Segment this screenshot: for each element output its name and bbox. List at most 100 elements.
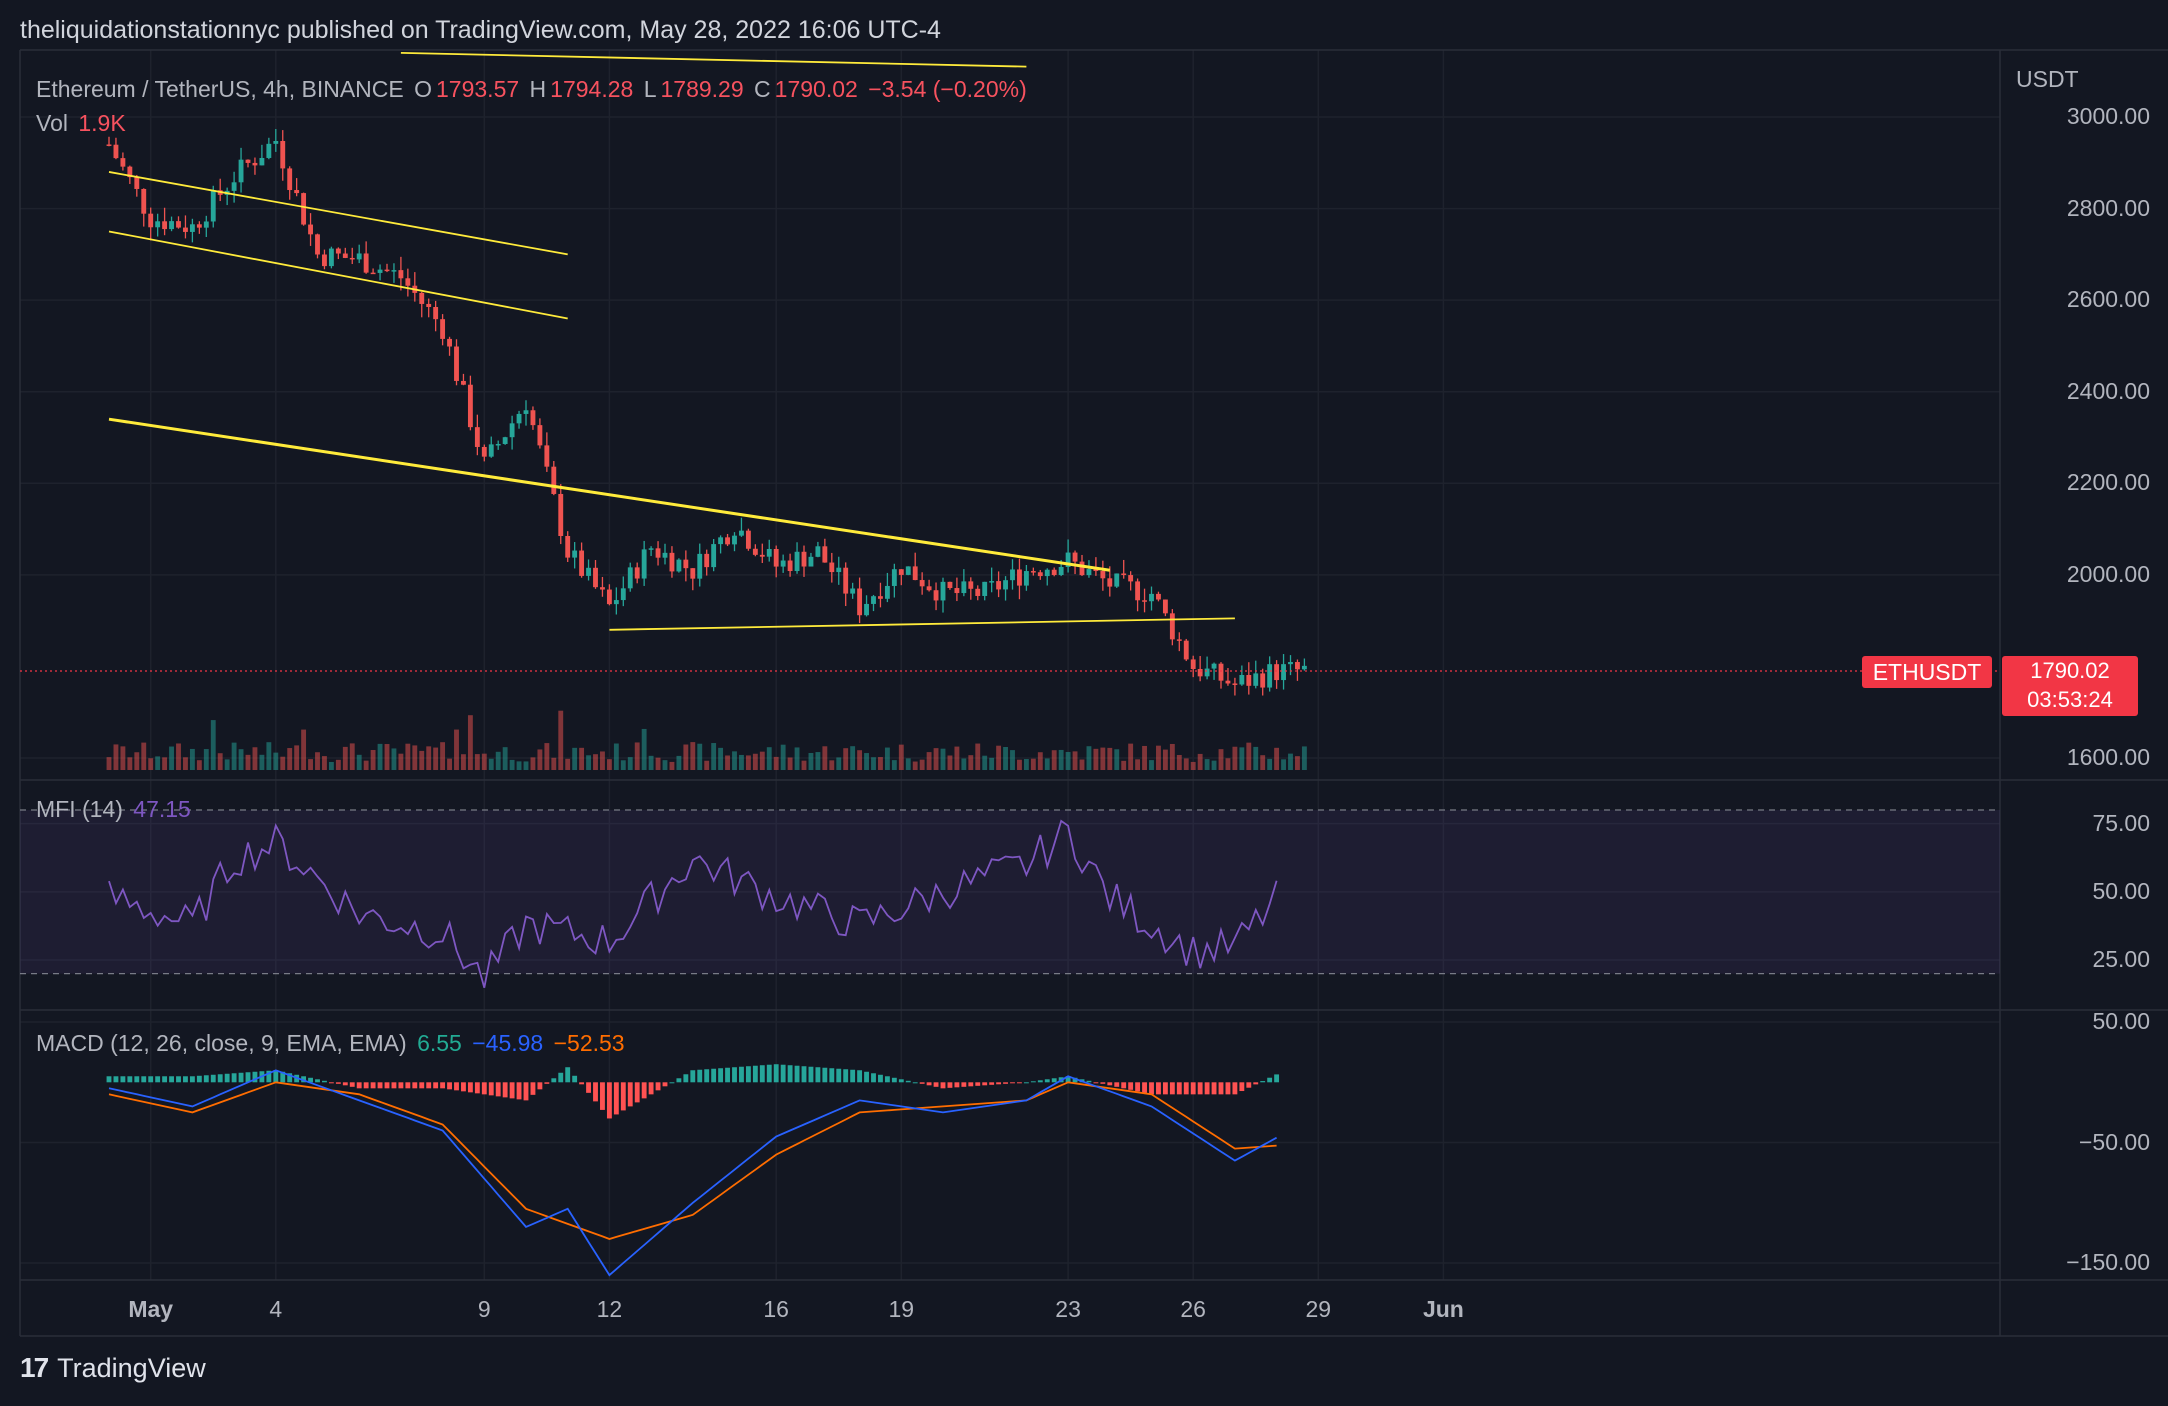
candle-body (433, 306, 439, 320)
candle-body (377, 269, 383, 273)
volume-bar (1128, 743, 1134, 770)
volume-bar (113, 744, 119, 770)
macd-hist-bar (600, 1082, 605, 1110)
candle-body (495, 443, 501, 446)
macd-hist-bar (864, 1071, 869, 1083)
volume-bar (162, 757, 168, 770)
symbol-name[interactable]: Ethereum / TetherUS, 4h, BINANCE (36, 76, 404, 102)
candle-body (210, 190, 216, 222)
macd-signal-value: −52.53 (553, 1030, 625, 1056)
macd-hist-bar (356, 1082, 362, 1089)
macd-hist-bar (1246, 1082, 1252, 1088)
volume-bar (294, 745, 300, 770)
macd-hist-bar (905, 1080, 911, 1083)
candle-body (287, 168, 293, 191)
volume-bar (1079, 759, 1085, 770)
volume-bar (412, 745, 418, 770)
candle-body (342, 253, 348, 258)
volume-bar (231, 742, 237, 770)
candle-body (1239, 674, 1245, 685)
volume-bar (509, 759, 515, 770)
macd-hist-bar (1030, 1081, 1036, 1083)
macd-label[interactable]: MACD (12, 26, close, 9, EMA, EMA) (36, 1030, 407, 1056)
macd-hist-bar (217, 1074, 223, 1083)
candle-body (530, 410, 536, 426)
tradingview-logo[interactable]: 17 (20, 1352, 49, 1383)
candle-body (1218, 663, 1224, 681)
candle-body (1295, 662, 1300, 670)
time-tick-label: 29 (1305, 1296, 1332, 1322)
trendline (400, 52, 1027, 68)
macd-hist-bar (1037, 1080, 1043, 1083)
macd-hist-bar (273, 1070, 279, 1083)
volume-bar (1044, 758, 1050, 770)
volume-bar (739, 754, 744, 770)
candle-body (238, 159, 244, 183)
volume-bar (996, 745, 1002, 770)
candle-body (620, 588, 626, 601)
volume-bar (850, 746, 856, 770)
volume-bar (134, 752, 140, 770)
mfi-legend: MFI (14) 47.15 (36, 796, 195, 823)
macd-hist-bar (933, 1082, 939, 1087)
volume-bar (523, 761, 529, 770)
mfi-label[interactable]: MFI (14) (36, 796, 123, 822)
candle-body (405, 278, 411, 286)
macd-hist-bar (579, 1082, 585, 1085)
macd-hist-bar (349, 1082, 355, 1087)
volume-bar (370, 749, 376, 770)
macd-hist-bar (1149, 1082, 1154, 1095)
volume-bar (1100, 747, 1106, 770)
candle-body (933, 590, 939, 601)
volume-bar (898, 744, 904, 770)
macd-hist-bar (1003, 1082, 1008, 1084)
macd-hist-bar (732, 1067, 737, 1083)
macd-hist-bar (1239, 1082, 1245, 1092)
volume-bar (1010, 750, 1015, 770)
volume-bar (1204, 759, 1210, 770)
macd-hist-bar (1253, 1082, 1259, 1085)
candle-body (1079, 561, 1085, 576)
candle-body (815, 546, 821, 557)
macd-line (108, 1069, 1278, 1277)
candle-body (120, 158, 126, 167)
candle-body (544, 445, 550, 467)
macd-hist-bar (335, 1082, 341, 1084)
macd-hist-bar (669, 1082, 675, 1084)
macd-value: −45.98 (472, 1030, 544, 1056)
candle-body (836, 567, 842, 573)
macd-hist-bar (565, 1067, 571, 1083)
macd-hist-bar (120, 1076, 126, 1083)
macd-hist-bar (1183, 1082, 1189, 1095)
macd-hist-bar (808, 1066, 814, 1083)
volume-bar (447, 758, 452, 770)
volume-bar (780, 744, 786, 770)
candle-body (683, 559, 689, 569)
candle-body (732, 535, 737, 545)
volume-bar (933, 748, 939, 770)
candle-body (1135, 581, 1141, 601)
candle-body (648, 548, 654, 550)
volume-bar (252, 747, 258, 770)
volume-bar (1295, 756, 1300, 770)
macd-hist-bar (127, 1076, 133, 1083)
volume-bar (1239, 747, 1245, 770)
volume-bar (843, 748, 849, 770)
candle-body (787, 560, 793, 572)
macd-hist-bar (1156, 1082, 1161, 1095)
macd-hist-bar (954, 1082, 960, 1088)
volume-label[interactable]: Vol (36, 110, 68, 136)
volume-bar (245, 754, 251, 770)
trendline (108, 171, 568, 256)
macd-hist-bar (1121, 1082, 1127, 1089)
candle-body (739, 530, 744, 536)
macd-hist-bar (989, 1082, 995, 1085)
macd-hist-bar (1017, 1082, 1022, 1084)
macd-hist-bar (850, 1069, 856, 1083)
volume-bar (1301, 746, 1307, 770)
candle-body (523, 410, 529, 414)
tradingview-brand[interactable]: TradingView (57, 1352, 206, 1383)
volume-bar (864, 753, 869, 770)
volume-bar (1288, 753, 1293, 770)
